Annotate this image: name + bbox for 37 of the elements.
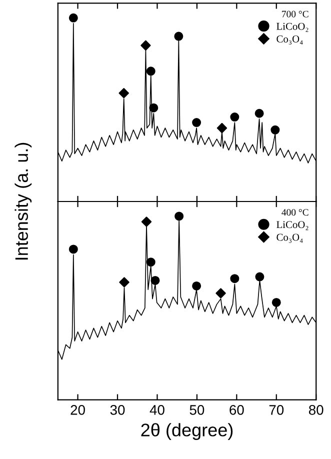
point (174, 212, 184, 221)
point (150, 276, 160, 285)
point (255, 272, 264, 282)
point (68, 244, 78, 254)
point (146, 66, 156, 76)
x-tick-label: 30 (110, 405, 125, 415)
point (68, 13, 78, 22)
point (141, 216, 152, 227)
point (230, 112, 240, 122)
y-axis-title: Intensity (a. u.) (14, 142, 32, 260)
x-tick-label: 50 (190, 405, 204, 415)
point (272, 298, 281, 307)
legend-label: LiCoO₂ (276, 22, 308, 32)
x-tick-label: 70 (269, 405, 284, 415)
point (230, 274, 240, 284)
point (174, 32, 184, 41)
point (192, 118, 202, 128)
point (140, 40, 151, 51)
point (192, 281, 202, 290)
x-axis-title: 2θ (degree) (141, 423, 233, 440)
point (270, 125, 280, 134)
legend-title: 400 °C (282, 209, 308, 216)
point (216, 122, 228, 134)
point (216, 288, 226, 298)
x-tick-label: 40 (150, 405, 164, 415)
legend-label: Co₃O₄ (276, 234, 303, 243)
x-tick-label: 80 (308, 405, 324, 415)
point (118, 88, 129, 98)
legend-title: 700 °C (282, 10, 308, 18)
x-tick-label: 60 (230, 405, 244, 415)
point (149, 103, 158, 112)
point (146, 258, 156, 267)
x-tick-label: 20 (70, 405, 85, 415)
legend-label: Co₃O₄ (276, 35, 303, 45)
point (119, 277, 130, 288)
legend-label: LiCoO₂ (276, 221, 308, 230)
point (254, 108, 264, 118)
